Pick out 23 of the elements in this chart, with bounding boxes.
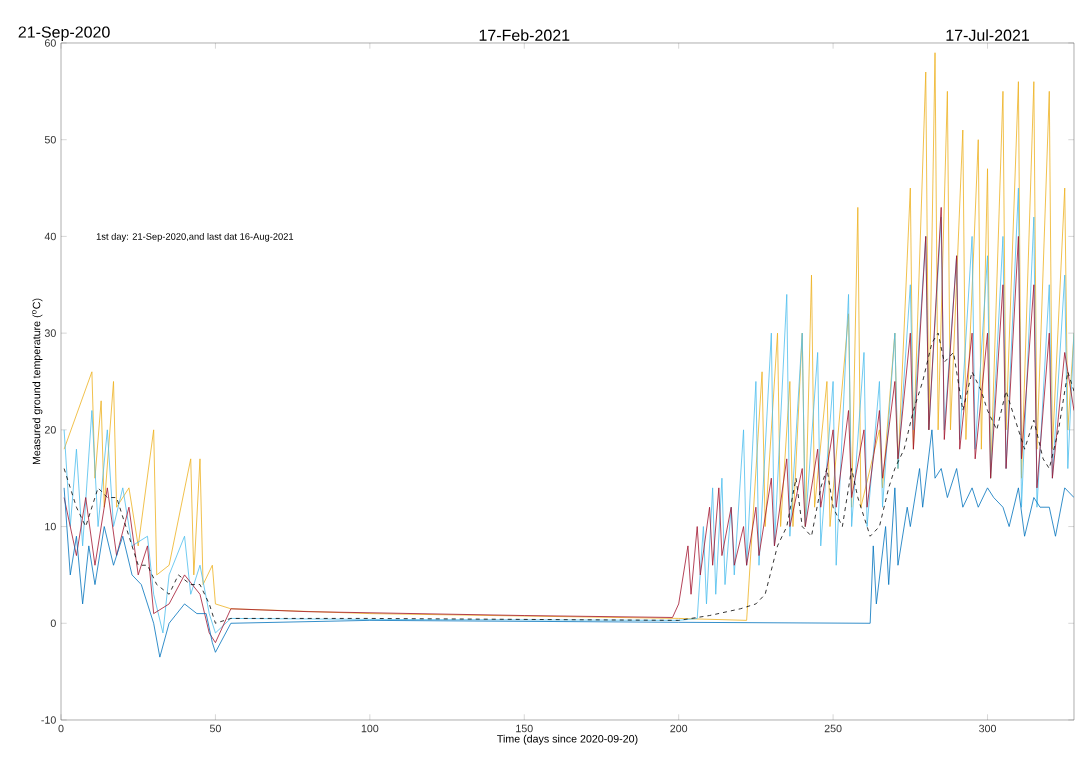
x2-tick-label: 17-Feb-2021 <box>479 29 570 41</box>
x-axis-title: Time (days since 2020-09-20) <box>497 734 638 745</box>
x-tick-label: 100 <box>361 724 379 733</box>
y-tick-label: 60 <box>44 39 56 47</box>
y-tick-label: -10 <box>41 716 56 724</box>
x-tick-label: 50 <box>209 724 221 733</box>
x-tick-label: 200 <box>670 724 688 733</box>
y-tick-label: 0 <box>50 619 56 628</box>
x-tick-label: 0 <box>58 724 64 733</box>
annotation: 1st day: 21-Sep-2020,and last dat 16-Aug-2021 <box>96 232 294 242</box>
line-series <box>63 429 1074 658</box>
y-tick-label: 40 <box>44 232 56 241</box>
y-tick-label: 10 <box>45 522 56 531</box>
x-tick-label: 300 <box>979 724 997 733</box>
x2-tick-label: 17-Jul-2021 <box>946 29 1029 41</box>
x2-tick-label: 21-Sep-2020 <box>18 26 110 41</box>
line-series <box>63 332 1074 624</box>
y-tick-label: 30 <box>44 329 56 337</box>
y-axis-title: Measured ground temperature ($^{o}$C) <box>32 298 43 465</box>
x-tick-label: 150 <box>516 724 533 733</box>
x-tick-label: 250 <box>824 724 842 733</box>
y-tick-label: 20 <box>44 426 56 434</box>
y-tick-label: 50 <box>44 135 56 144</box>
